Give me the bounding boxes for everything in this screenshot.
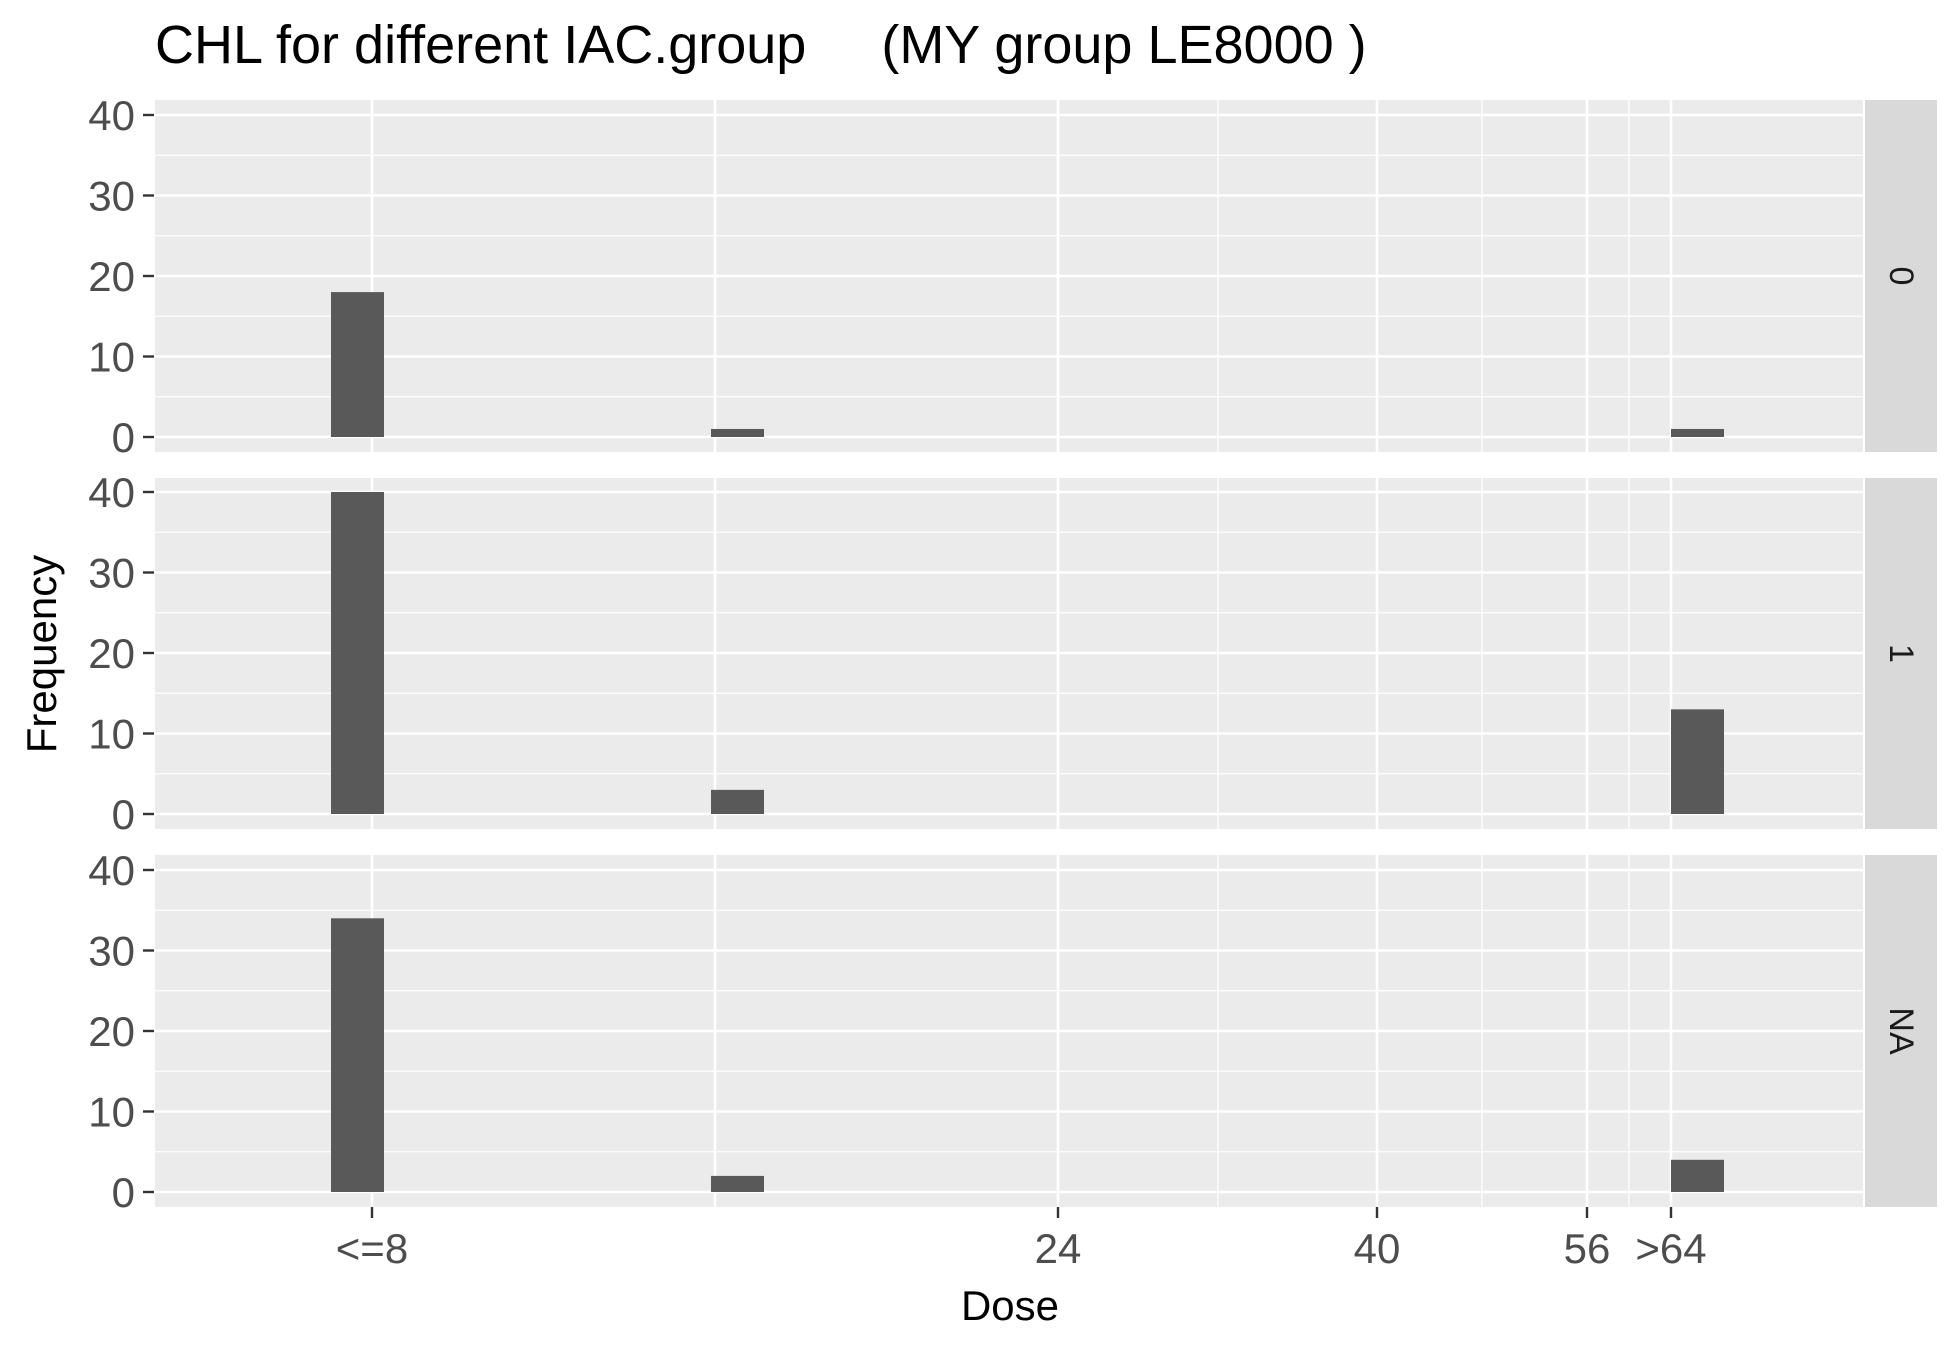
facet-panel-0: 0 10 20 30 40 0: [88, 92, 1937, 461]
x-tick-label: 40: [1354, 1225, 1401, 1272]
y-tick-label: 0: [112, 1169, 135, 1216]
x-tick-label: 24: [1035, 1225, 1082, 1272]
y-tick-label: 30: [88, 550, 135, 597]
x-tick-label: <=8: [336, 1225, 408, 1272]
y-tick-label: 20: [88, 253, 135, 300]
y-tick-label: 20: [88, 630, 135, 677]
y-tick-label: 30: [88, 928, 135, 975]
y-tick-label: 10: [88, 711, 135, 758]
histogram-bar: [711, 1175, 764, 1192]
x-axis-title: Dose: [961, 1282, 1059, 1329]
facet-panel-1: 0 10 20 30 40 1: [88, 469, 1937, 838]
y-tick-label: 10: [88, 1089, 135, 1136]
facet-panel-2: 0 10 20 30 40 NA: [88, 847, 1937, 1216]
histogram-bar: [331, 292, 384, 437]
y-tick-label: 0: [112, 414, 135, 461]
y-tick-label: 40: [88, 92, 135, 139]
y-tick-label: 30: [88, 173, 135, 220]
y-tick-label: 10: [88, 334, 135, 381]
facet-strip-label: NA: [1882, 1007, 1920, 1055]
facet-strip: [1865, 855, 1937, 1207]
x-tick-label: >64: [1635, 1225, 1706, 1272]
histogram-bar: [1671, 709, 1724, 814]
facet-strip: [1865, 478, 1937, 829]
y-tick-label: 40: [88, 469, 135, 516]
facet-strip-label: 1: [1882, 644, 1920, 663]
y-tick-label: 20: [88, 1008, 135, 1055]
histogram-bar: [711, 789, 764, 814]
histogram-bar: [331, 492, 384, 814]
histogram-bar: [331, 918, 384, 1192]
x-tick-label: 56: [1564, 1225, 1611, 1272]
x-axis: <=8 24 40 56 >64: [336, 1207, 1707, 1272]
histogram-bar: [711, 428, 764, 437]
y-tick-label: 40: [88, 847, 135, 894]
y-axis-title: Frequency: [18, 555, 65, 753]
histogram-bar: [1671, 428, 1724, 437]
chart-title: CHL for different IAC.group (MY group LE…: [155, 15, 1367, 75]
y-tick-label: 0: [112, 791, 135, 838]
facet-strip-label: 0: [1882, 267, 1920, 286]
facet-strip: [1865, 100, 1937, 452]
histogram-bar: [1671, 1159, 1724, 1192]
